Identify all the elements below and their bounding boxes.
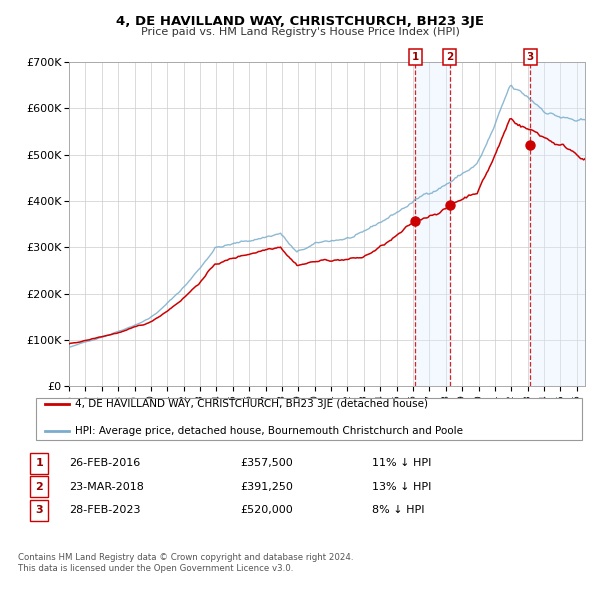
Text: 11% ↓ HPI: 11% ↓ HPI xyxy=(372,458,431,468)
Text: 3: 3 xyxy=(35,506,43,515)
Text: 28-FEB-2023: 28-FEB-2023 xyxy=(69,506,140,515)
Text: 13% ↓ HPI: 13% ↓ HPI xyxy=(372,482,431,491)
Text: 2: 2 xyxy=(446,52,453,62)
Text: HPI: Average price, detached house, Bournemouth Christchurch and Poole: HPI: Average price, detached house, Bour… xyxy=(75,426,463,435)
Text: £391,250: £391,250 xyxy=(240,482,293,491)
Text: Contains HM Land Registry data © Crown copyright and database right 2024.: Contains HM Land Registry data © Crown c… xyxy=(18,553,353,562)
Text: 23-MAR-2018: 23-MAR-2018 xyxy=(69,482,144,491)
Text: 2: 2 xyxy=(35,482,43,491)
Text: £357,500: £357,500 xyxy=(240,458,293,468)
Text: 26-FEB-2016: 26-FEB-2016 xyxy=(69,458,140,468)
Text: 8% ↓ HPI: 8% ↓ HPI xyxy=(372,506,425,515)
Bar xyxy=(415,62,449,386)
Text: £520,000: £520,000 xyxy=(240,506,293,515)
Text: Price paid vs. HM Land Registry's House Price Index (HPI): Price paid vs. HM Land Registry's House … xyxy=(140,27,460,37)
Text: 1: 1 xyxy=(412,52,419,62)
Text: 1: 1 xyxy=(35,458,43,468)
Bar xyxy=(530,62,585,386)
Text: This data is licensed under the Open Government Licence v3.0.: This data is licensed under the Open Gov… xyxy=(18,565,293,573)
Text: 4, DE HAVILLAND WAY, CHRISTCHURCH, BH23 3JE (detached house): 4, DE HAVILLAND WAY, CHRISTCHURCH, BH23 … xyxy=(75,399,428,409)
Text: 4, DE HAVILLAND WAY, CHRISTCHURCH, BH23 3JE: 4, DE HAVILLAND WAY, CHRISTCHURCH, BH23 … xyxy=(116,15,484,28)
Text: 3: 3 xyxy=(527,52,534,62)
